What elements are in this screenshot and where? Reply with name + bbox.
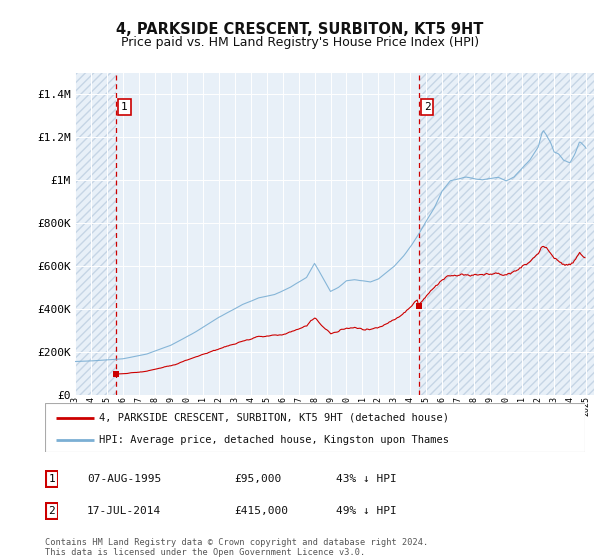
Text: Contains HM Land Registry data © Crown copyright and database right 2024.
This d: Contains HM Land Registry data © Crown c… [45,538,428,557]
Text: 2: 2 [49,506,55,516]
Text: 1: 1 [49,474,55,484]
FancyBboxPatch shape [46,503,58,519]
Text: 49% ↓ HPI: 49% ↓ HPI [336,506,397,516]
FancyBboxPatch shape [46,471,58,487]
Text: 2: 2 [424,102,431,112]
Text: 4, PARKSIDE CRESCENT, SURBITON, KT5 9HT (detached house): 4, PARKSIDE CRESCENT, SURBITON, KT5 9HT … [99,413,449,423]
Text: 07-AUG-1995: 07-AUG-1995 [87,474,161,484]
Text: £415,000: £415,000 [234,506,288,516]
Text: Price paid vs. HM Land Registry's House Price Index (HPI): Price paid vs. HM Land Registry's House … [121,36,479,49]
Text: 17-JUL-2014: 17-JUL-2014 [87,506,161,516]
Text: £95,000: £95,000 [234,474,281,484]
Text: 43% ↓ HPI: 43% ↓ HPI [336,474,397,484]
Text: 1: 1 [121,102,128,112]
Text: 4, PARKSIDE CRESCENT, SURBITON, KT5 9HT: 4, PARKSIDE CRESCENT, SURBITON, KT5 9HT [116,22,484,38]
FancyBboxPatch shape [45,403,585,452]
Text: HPI: Average price, detached house, Kingston upon Thames: HPI: Average price, detached house, King… [99,435,449,445]
